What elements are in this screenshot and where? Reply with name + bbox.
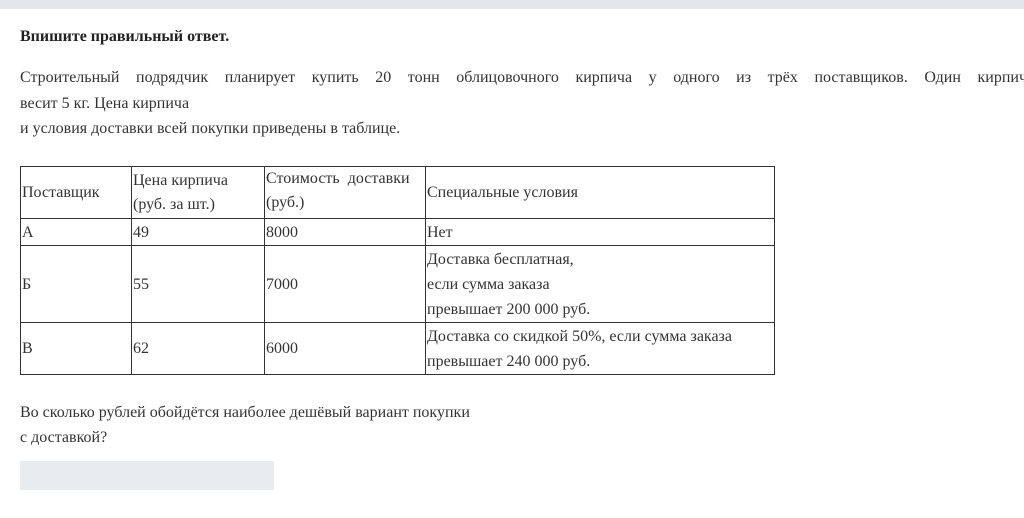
problem-line: Строительный подрядчик планирует купить … — [20, 69, 1024, 86]
problem-line: и условия доставки всей покупки приведен… — [20, 120, 401, 137]
supplier-table: Поставщик Цена кирпича (руб. за шт.) Стои… — [20, 166, 775, 375]
cell-price: 49 — [131, 218, 265, 246]
table-row: А 49 8000 Нет — [20, 218, 775, 246]
cell-delivery: 7000 — [264, 245, 426, 323]
header-cell: Стоимость доставки (руб.) — [264, 166, 426, 219]
cell-price: 62 — [131, 322, 265, 375]
cell-delivery: 6000 — [264, 322, 426, 375]
cell-supplier: А — [20, 218, 132, 246]
table-header-row: Поставщик Цена кирпича (руб. за шт.) Стои… — [20, 166, 775, 219]
question-text: Во сколько рублей обойдётся наиболее деш… — [20, 404, 470, 446]
cell-supplier: В — [20, 322, 132, 375]
cell-supplier: Б — [20, 245, 132, 323]
table-row: В 62 6000 Доставка со скидкой 50%, если … — [20, 322, 775, 375]
cell-conditions: Доставка бесплатная, если сумма заказа пре… — [425, 245, 775, 323]
top-bar — [0, 0, 1024, 9]
cell-price: 55 — [131, 245, 265, 323]
header-cell: Поставщик — [20, 166, 132, 219]
problem-text: Строительный подрядчик планирует купить … — [20, 65, 1024, 142]
header-cell: Цена кирпича (руб. за шт.) — [131, 166, 265, 219]
cell-delivery: 8000 — [264, 218, 426, 246]
answer-input[interactable] — [20, 461, 274, 490]
header-cell: Специальные условия — [425, 166, 775, 219]
problem-line: весит 5 кг. Цена кирпича — [20, 94, 190, 112]
table-row: Б 55 7000 Доставка бесплатная, если сумма… — [20, 245, 775, 323]
instruction: Впишите правильный ответ. — [20, 28, 230, 45]
cell-conditions: Нет — [425, 218, 775, 246]
cell-conditions: Доставка со скидкой 50%, если сумма зака… — [425, 322, 775, 375]
